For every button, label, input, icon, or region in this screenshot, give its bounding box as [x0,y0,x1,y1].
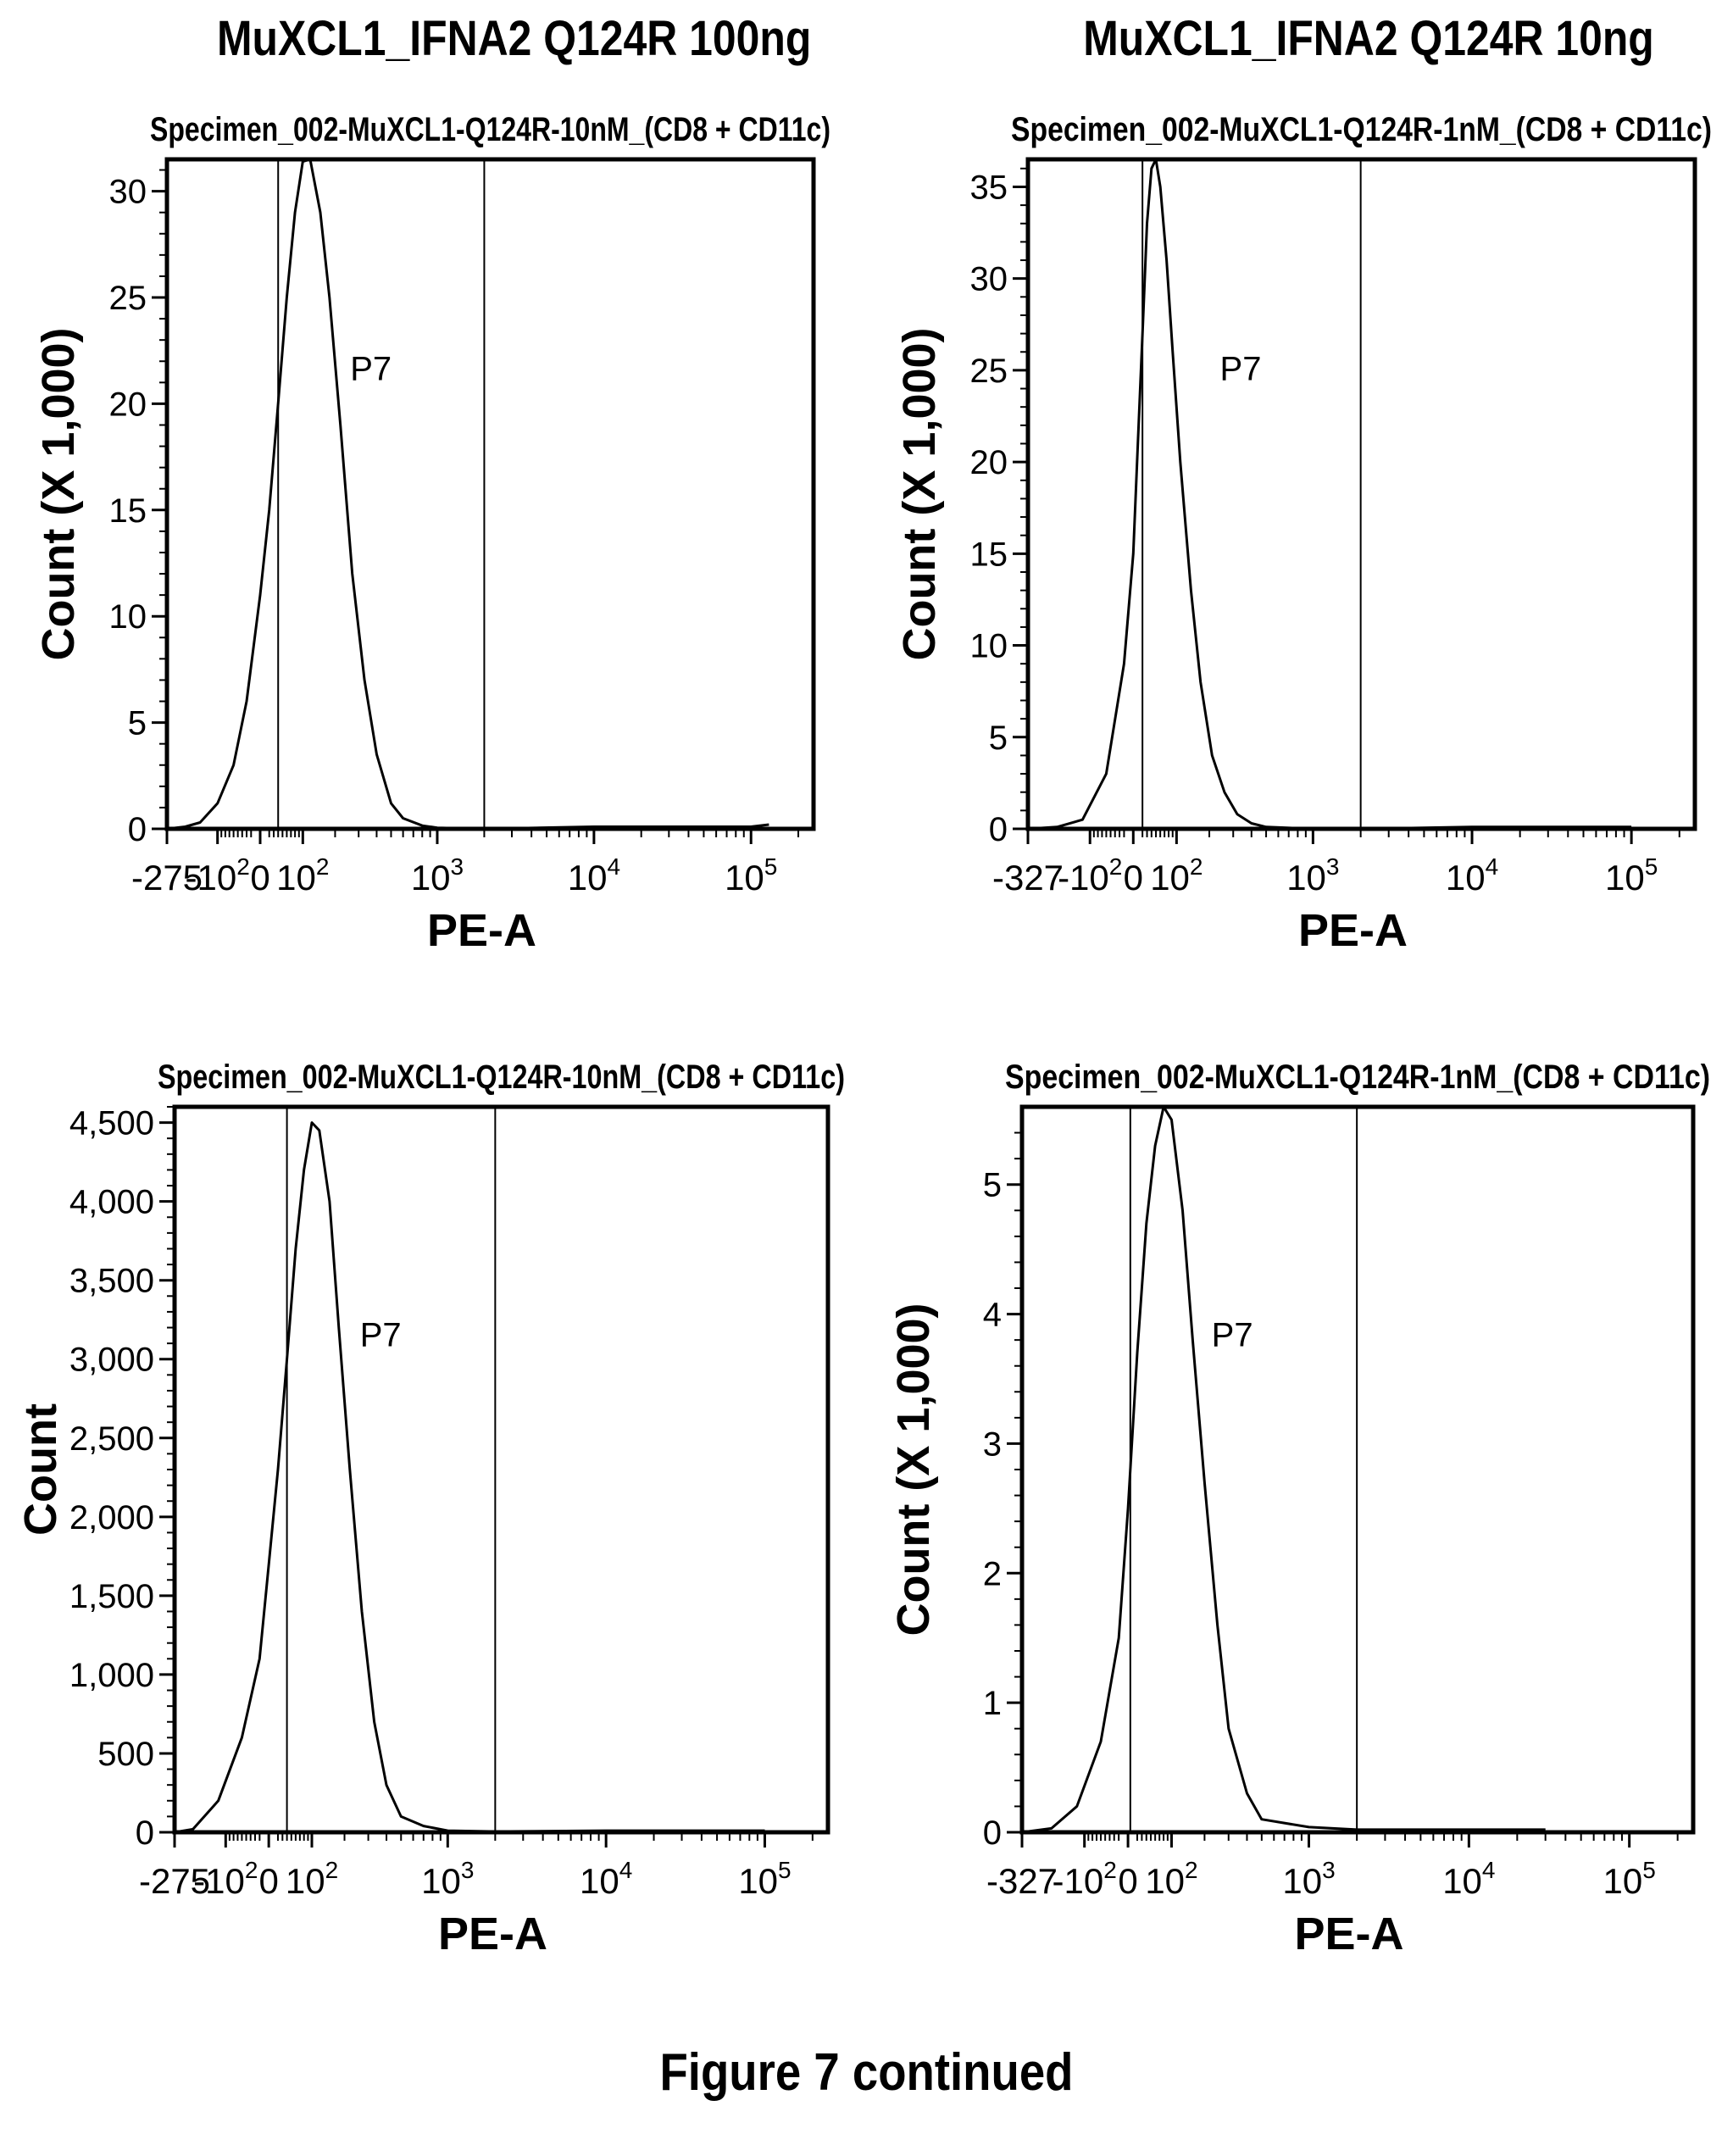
x-tick-label: 0 [1124,858,1143,897]
histogram-curve [1021,1105,1546,1834]
plot-title: Specimen_002-MuXCL1-Q124R-1nM_(CD8 + CD1… [1011,111,1712,148]
x-tick-label: 104 [568,853,620,897]
x-tick-label: -102 [1053,1857,1117,1901]
plot-frame [164,157,816,831]
x-tick-label: 105 [738,1857,791,1901]
y-tick-label: 4 [983,1297,1002,1334]
y-axis-label: Count (X 1,000) [888,1303,939,1636]
y-tick-label: 30 [970,261,1008,298]
x-tick-label: 105 [1605,853,1658,897]
y-tick-label: 3,000 [69,1342,154,1379]
y-tick-label: 2,000 [69,1499,154,1536]
x-tick-label: 103 [1282,1857,1335,1901]
y-tick-label: 3 [983,1425,1002,1463]
x-tick-label: -102 [193,1857,258,1901]
y-tick-label: 4,500 [69,1105,154,1142]
x-tick-label: 103 [411,853,464,897]
y-tick-label: 5 [128,705,147,742]
x-tick-label: 104 [1446,853,1498,897]
y-tick-label: 1,500 [69,1578,154,1615]
x-tick-label: 103 [421,1857,474,1901]
histogram-panel-3: Specimen_002-MuXCL1-Q124R-10nM_(CD8 + CD… [15,1059,845,1959]
x-tick-label: -275 [131,858,203,897]
x-axis-label: PE-A [1294,1909,1403,1959]
gate-label: P7 [350,351,392,388]
x-axis-label: PE-A [1298,905,1408,956]
x-axis-label: PE-A [438,1909,547,1959]
y-tick-label: 5 [989,720,1008,757]
y-axis-label: Count [15,1403,66,1536]
x-tick-label: -102 [186,853,250,897]
x-tick-label: 105 [725,853,777,897]
x-tick-label: 0 [258,1861,278,1901]
plot-title: Specimen_002-MuXCL1-Q124R-10nM_(CD8 + CD… [150,111,830,148]
y-tick-label: 3,500 [69,1263,154,1300]
x-tick-label: 102 [286,1857,338,1901]
histogram-curve [1027,158,1632,831]
x-tick-label: 105 [1603,1857,1656,1901]
x-tick-label: 102 [276,853,329,897]
x-tick-label: -327 [992,858,1064,897]
y-tick-label: 0 [989,811,1008,848]
y-tick-label: 20 [109,386,147,423]
histogram-panel-1: Specimen_002-MuXCL1-Q124R-10nM_(CD8 + CD… [33,111,830,956]
gate-label: P7 [360,1316,402,1353]
plot-title: Specimen_002-MuXCL1-Q124R-10nM_(CD8 + CD… [158,1059,845,1096]
y-tick-label: 4,000 [69,1184,154,1221]
histogram-curve [174,1121,765,1834]
plot-title: Specimen_002-MuXCL1-Q124R-1nM_(CD8 + CD1… [1005,1059,1710,1096]
histogram-panel-2: Specimen_002-MuXCL1-Q124R-1nM_(CD8 + CD1… [894,111,1712,956]
y-tick-label: 1,000 [69,1657,154,1694]
x-tick-label: -275 [139,1861,210,1901]
y-tick-label: 10 [109,598,147,636]
plot-frame [172,1104,830,1835]
y-tick-label: 2,500 [69,1420,154,1458]
y-tick-label: 30 [109,174,147,211]
y-tick-label: 0 [983,1814,1002,1852]
y-tick-label: 20 [970,444,1008,481]
x-tick-label: 103 [1286,853,1339,897]
y-tick-label: 500 [97,1736,154,1773]
column-title-10ng: MuXCL1_IFNA2 Q124R 10ng [1083,11,1654,66]
gate-label: P7 [1212,1316,1253,1353]
y-tick-label: 2 [983,1555,1002,1592]
y-tick-label: 1 [983,1685,1002,1722]
column-title-100ng: MuXCL1_IFNA2 Q124R 100ng [217,11,812,66]
x-tick-label: 0 [1118,1861,1137,1901]
y-tick-label: 0 [128,811,147,848]
x-tick-label: 102 [1145,1857,1197,1901]
y-tick-label: 25 [109,280,147,317]
figure-caption: Figure 7 continued [659,2043,1074,2102]
x-tick-label: 104 [580,1857,632,1901]
x-tick-label: 0 [250,858,269,897]
x-tick-label: -327 [986,1861,1058,1901]
x-tick-label: 104 [1442,1857,1495,1901]
y-tick-label: 25 [970,353,1008,390]
histogram-curve [166,158,769,831]
gate-label: P7 [1220,351,1262,388]
x-axis-label: PE-A [427,905,536,956]
y-tick-label: 5 [983,1167,1002,1204]
y-tick-label: 15 [970,536,1008,573]
y-tick-label: 35 [970,169,1008,206]
histogram-panel-4: Specimen_002-MuXCL1-Q124R-1nM_(CD8 + CD1… [888,1059,1710,1959]
y-tick-label: 0 [136,1814,154,1852]
y-axis-label: Count (X 1,000) [33,327,84,660]
x-tick-label: 102 [1150,853,1203,897]
x-tick-label: -102 [1058,853,1122,897]
y-tick-label: 10 [970,628,1008,665]
y-axis-label: Count (X 1,000) [894,327,945,660]
y-tick-label: 15 [109,492,147,530]
